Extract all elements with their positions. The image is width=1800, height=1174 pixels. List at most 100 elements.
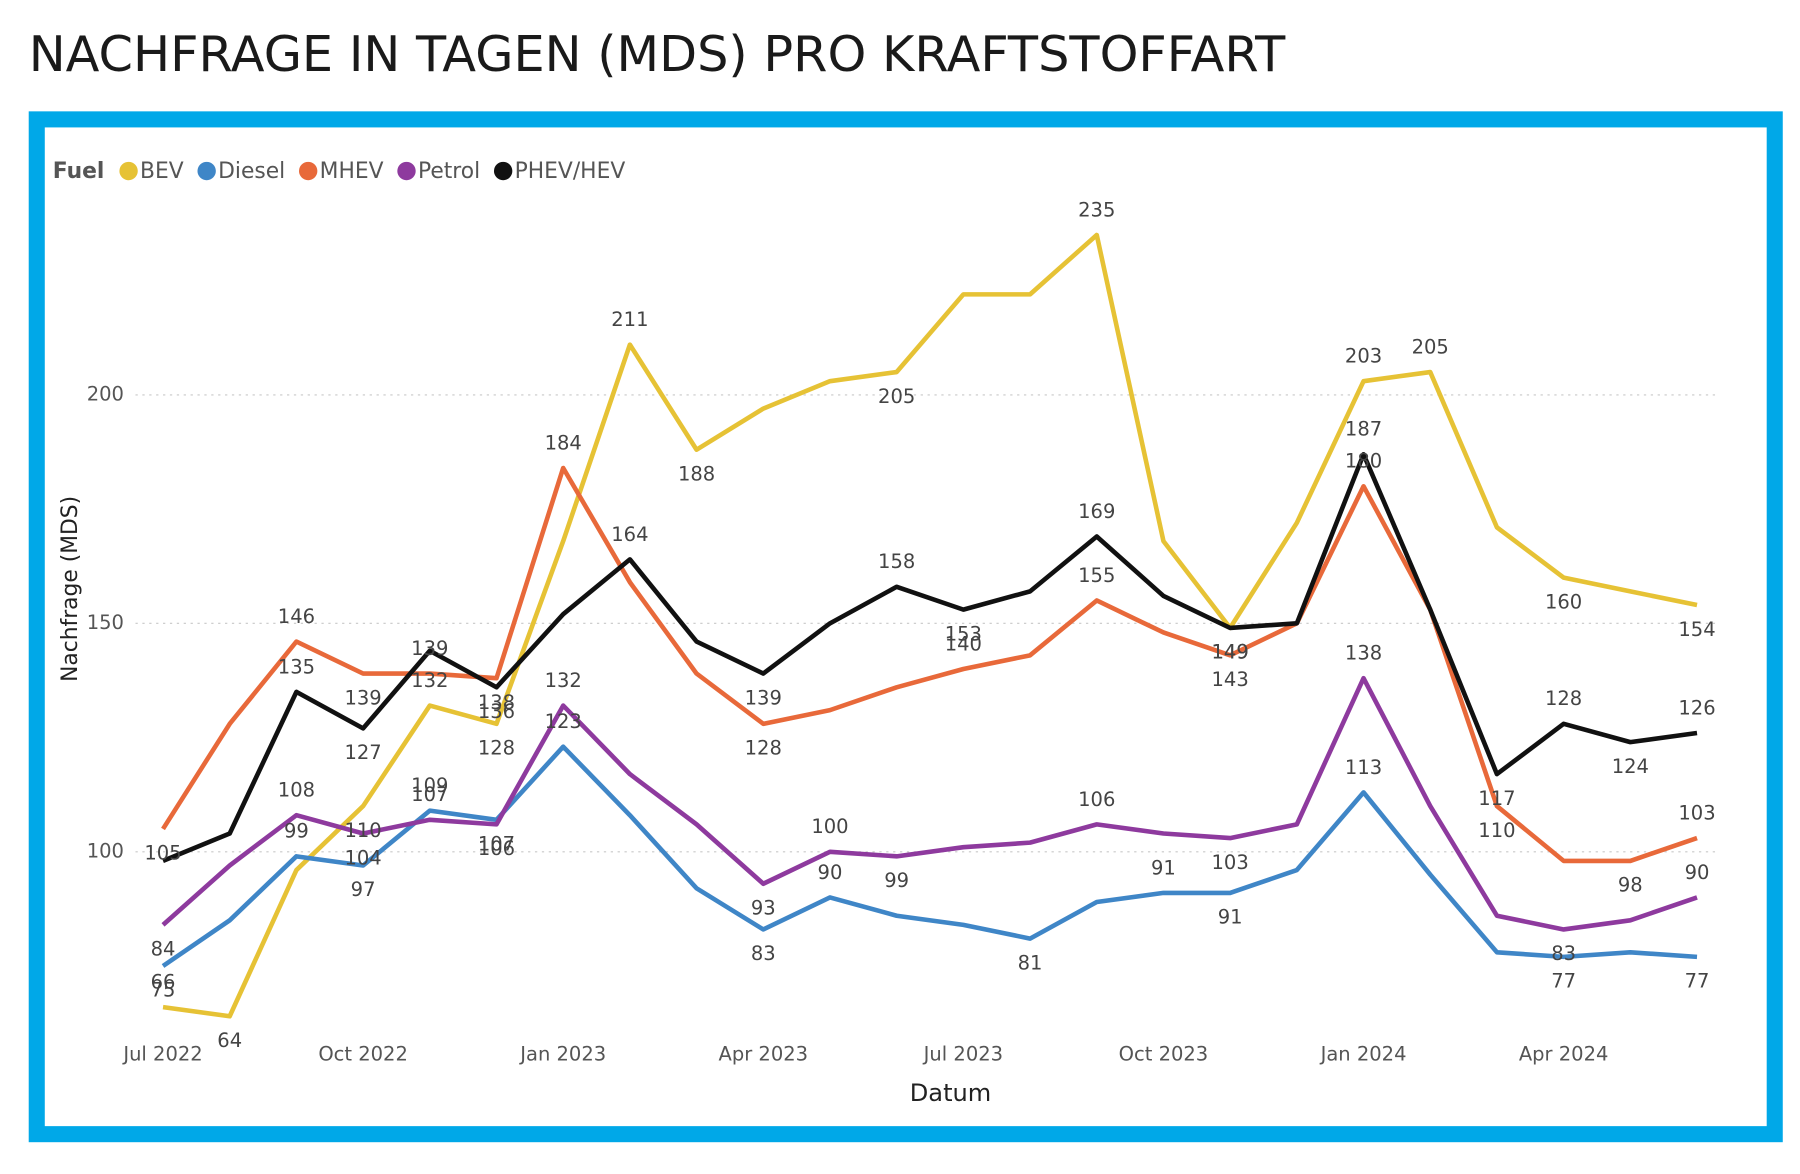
- data-label: 104: [344, 846, 381, 869]
- data-label: 128: [478, 737, 515, 760]
- data-label: 103: [1678, 801, 1715, 824]
- legend-marker: [298, 161, 318, 181]
- data-label: 107: [478, 833, 515, 856]
- data-label: 140: [945, 632, 982, 655]
- data-label: 83: [1551, 942, 1576, 965]
- data-label: 105: [144, 842, 181, 865]
- data-label: 109: [411, 774, 448, 797]
- data-label: 99: [284, 820, 309, 843]
- data-label: 146: [278, 605, 315, 628]
- data-label: 75: [151, 979, 176, 1002]
- series-line: [161, 675, 1698, 932]
- data-label: 155: [1078, 564, 1115, 587]
- data-label: 108: [278, 779, 315, 802]
- data-label: 205: [1412, 335, 1449, 358]
- data-label: 77: [1551, 970, 1576, 993]
- data-label: 81: [1018, 951, 1043, 974]
- data-label: 106: [1078, 788, 1115, 811]
- data-label: 169: [1078, 500, 1115, 523]
- data-label: 124: [1612, 755, 1649, 778]
- x-axis-title: Datum: [910, 1079, 992, 1107]
- data-label: 154: [1678, 618, 1715, 641]
- data-label: 164: [611, 523, 648, 546]
- data-label: 100: [811, 815, 848, 838]
- y-tick-label: 200: [87, 382, 124, 405]
- data-label: 211: [611, 308, 648, 331]
- data-label: 66: [151, 971, 176, 994]
- x-tick-label: Apr 2023: [718, 1042, 808, 1065]
- legend-marker: [397, 161, 416, 181]
- data-label: 235: [1078, 198, 1115, 221]
- data-label: 149: [1212, 641, 1249, 664]
- legend-marker: [493, 161, 513, 181]
- data-label: 132: [411, 669, 448, 692]
- data-label: 149: [1212, 641, 1249, 664]
- data-label: 139: [745, 686, 782, 709]
- data-label: 188: [678, 462, 715, 485]
- data-label: 117: [1478, 787, 1515, 810]
- data-label: 107: [411, 783, 448, 806]
- legend-label: Petrol: [418, 159, 480, 184]
- legend-marker: [119, 161, 138, 181]
- data-label: 113: [1345, 756, 1382, 779]
- data-label: 180: [1345, 450, 1382, 473]
- data-label: 91: [1151, 856, 1176, 879]
- x-tick-label: Jul 2023: [922, 1042, 1003, 1065]
- data-label: 77: [1685, 970, 1710, 993]
- data-label: 90: [1685, 861, 1710, 884]
- data-label: 160: [1545, 590, 1582, 613]
- legend-label: BEV: [140, 159, 184, 184]
- y-tick-label: 150: [87, 611, 124, 634]
- data-label: 84: [151, 938, 176, 961]
- data-label: 205: [878, 385, 915, 408]
- data-label: 126: [1678, 696, 1715, 719]
- legend-label: MHEV: [320, 159, 384, 184]
- chart-title: NACHFRAGE IN TAGEN (MDS) PRO KRAFTSTOFFA…: [29, 25, 1286, 83]
- series-line: [162, 451, 1698, 864]
- data-label: 90: [818, 861, 843, 884]
- data-label: 132: [545, 669, 582, 692]
- data-label: 139: [344, 686, 381, 709]
- data-label: 64: [217, 1029, 242, 1052]
- data-label: 98: [1618, 874, 1643, 897]
- data-label: 128: [745, 737, 782, 760]
- data-label: 139: [411, 637, 448, 660]
- x-tick-label: Oct 2022: [318, 1042, 408, 1065]
- data-label: 143: [1212, 668, 1249, 691]
- data-label: 138: [1345, 642, 1382, 665]
- data-label: 103: [1212, 851, 1249, 874]
- data-label: 110: [344, 819, 381, 842]
- data-label: 203: [1345, 345, 1382, 368]
- data-label: 83: [751, 942, 776, 965]
- data-label: 158: [878, 550, 915, 573]
- data-label: 128: [1545, 687, 1582, 710]
- x-tick-label: Jul 2022: [121, 1042, 202, 1065]
- data-label: 153: [945, 622, 982, 645]
- data-label: 127: [344, 741, 381, 764]
- legend-label: PHEV/HEV: [515, 159, 626, 184]
- legend-label: Diesel: [218, 159, 285, 184]
- data-label: 184: [545, 431, 582, 454]
- data-label: 97: [351, 878, 376, 901]
- x-tick-label: Jan 2023: [518, 1042, 606, 1065]
- data-label: 138: [478, 691, 515, 714]
- y-tick-label: 100: [87, 839, 124, 862]
- x-tick-label: Jan 2024: [1319, 1042, 1407, 1065]
- data-label: 187: [1345, 418, 1382, 441]
- data-label: 123: [545, 710, 582, 733]
- x-tick-label: Apr 2024: [1519, 1042, 1609, 1065]
- frame: [28, 111, 1783, 1143]
- data-label: 136: [478, 700, 515, 723]
- data-label: 93: [751, 897, 776, 920]
- data-label: 106: [478, 837, 515, 860]
- data-label: 91: [1218, 906, 1243, 929]
- legend-marker: [197, 161, 216, 181]
- data-label: 99: [884, 869, 909, 892]
- data-label: 135: [278, 655, 315, 678]
- y-axis-title: Nachfrage (MDS): [58, 496, 83, 682]
- x-tick-label: Oct 2023: [1119, 1042, 1209, 1065]
- series-line: [162, 232, 1698, 1019]
- legend-title: Fuel: [53, 159, 105, 184]
- data-label: 110: [1478, 819, 1515, 842]
